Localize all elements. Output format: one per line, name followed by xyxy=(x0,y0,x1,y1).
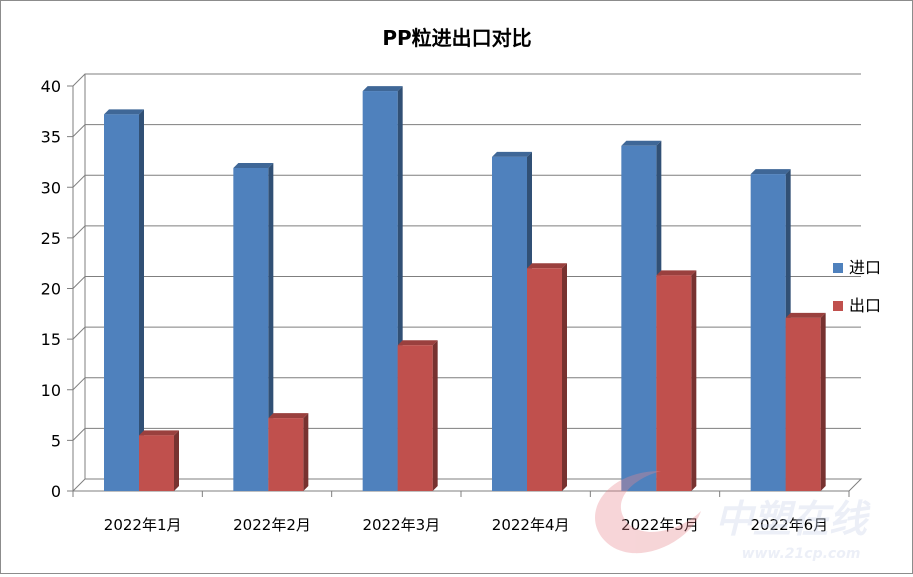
bar-top xyxy=(397,340,438,346)
legend-item-label: 进口 xyxy=(849,258,881,277)
bar-top xyxy=(492,151,532,157)
bar xyxy=(268,413,309,491)
gridline xyxy=(72,174,861,188)
gridline xyxy=(72,225,861,239)
y-tick-label: 25 xyxy=(41,229,61,248)
bar xyxy=(785,312,826,491)
bar-front xyxy=(139,435,174,491)
watermark-url: www.21cp.com xyxy=(742,546,861,562)
bar-top xyxy=(362,86,403,92)
legend-swatch xyxy=(833,263,843,273)
bar-side xyxy=(303,413,309,491)
gridlines xyxy=(72,73,861,441)
legend-swatch xyxy=(833,301,843,311)
bar-top xyxy=(233,163,274,169)
y-tick-label: 35 xyxy=(41,128,61,147)
bar-top xyxy=(268,413,309,419)
gridline xyxy=(72,326,861,340)
y-tick-label: 20 xyxy=(41,280,61,299)
bar-side xyxy=(139,109,144,491)
gridline xyxy=(72,124,861,137)
x-tick-label: 2022年6月 xyxy=(750,516,828,534)
chart-title: PP粒进出口对比 xyxy=(382,26,531,50)
y-tick-label: 15 xyxy=(41,330,61,349)
bar-front xyxy=(104,114,139,491)
bar-front xyxy=(621,145,657,492)
bar xyxy=(656,270,697,491)
x-tick-label: 2022年2月 xyxy=(233,516,311,534)
bar xyxy=(750,169,791,491)
bar xyxy=(492,151,532,491)
bar xyxy=(104,109,144,491)
bar xyxy=(139,430,179,491)
y-tick-label: 10 xyxy=(41,381,61,400)
bar-side xyxy=(432,340,438,491)
gridline xyxy=(72,73,861,87)
x-tick-label: 2022年3月 xyxy=(362,516,440,534)
x-tick-label: 2022年4月 xyxy=(492,516,570,534)
bar-front xyxy=(527,268,562,491)
bar xyxy=(527,263,567,491)
gridline xyxy=(72,427,861,441)
y-tick-label: 0 xyxy=(51,482,61,501)
bar-front xyxy=(362,91,398,491)
y-tick-label: 30 xyxy=(41,178,61,197)
bar xyxy=(233,163,274,491)
bars xyxy=(104,86,826,492)
bar xyxy=(397,340,438,491)
gridline xyxy=(72,276,861,289)
bar-side xyxy=(691,270,697,491)
watermark-logo: 中塑在线 www.21cp.com xyxy=(595,471,871,562)
y-tick-label: 40 xyxy=(41,77,61,96)
bar-top xyxy=(527,263,567,269)
y-tick-label: 5 xyxy=(51,431,61,450)
x-tick-label: 2022年5月 xyxy=(621,516,699,534)
y-axis: 0 5 10 15 20 25 30 35 40 xyxy=(41,77,74,501)
watermark-brand: 中塑在线 xyxy=(715,497,871,541)
bar-top xyxy=(621,140,662,146)
bar-front xyxy=(750,174,786,491)
bar-front xyxy=(785,317,821,491)
bar-front xyxy=(233,168,269,491)
bar xyxy=(362,86,403,491)
x-axis: 2022年1月 2022年2月 2022年3月 2022年4月 2022年5月 2022年… xyxy=(72,490,850,534)
bar-top xyxy=(785,312,826,318)
watermark-swoosh xyxy=(595,471,701,554)
bar-front xyxy=(268,418,304,491)
bar-side xyxy=(562,263,567,491)
bar-top xyxy=(104,109,144,115)
bar-side xyxy=(820,312,826,491)
floor xyxy=(71,478,863,492)
bar-side xyxy=(174,430,179,491)
gridline xyxy=(72,377,861,391)
bar-top xyxy=(139,430,179,436)
bar-front xyxy=(492,156,527,491)
bar-front xyxy=(397,345,433,491)
bar-top xyxy=(656,270,697,276)
x-tick-label: 2022年1月 xyxy=(104,516,182,534)
bar xyxy=(621,140,662,492)
legend-item-label: 出口 xyxy=(849,296,881,315)
bar-top xyxy=(750,169,791,175)
bar-side xyxy=(268,163,274,491)
bar-front xyxy=(656,275,692,491)
